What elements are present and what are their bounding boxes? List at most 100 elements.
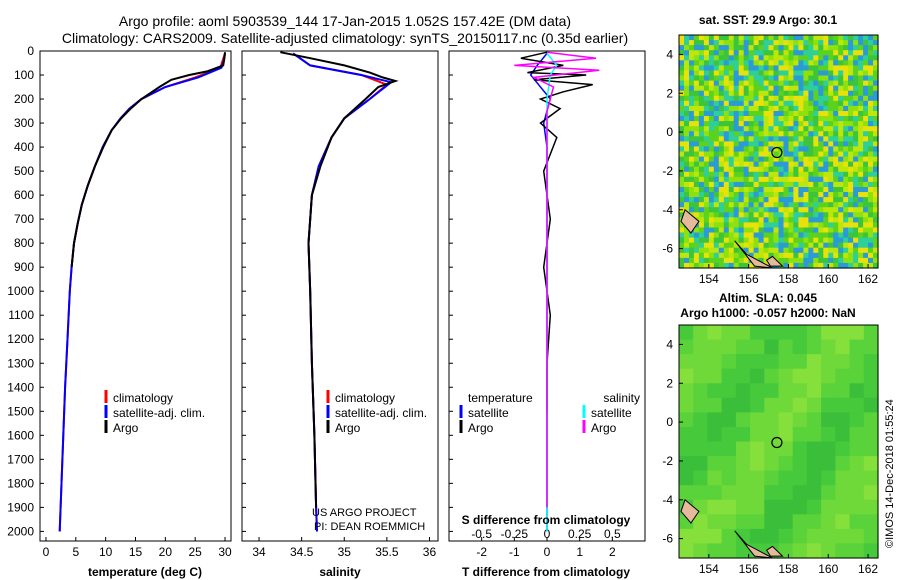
heatmap-cell (693, 212, 700, 218)
heatmap-cell (728, 100, 735, 107)
heatmap-cell (873, 181, 879, 188)
heatmap-cell (689, 151, 695, 158)
heatmap-cell (778, 126, 785, 132)
heatmap-cell (849, 456, 865, 472)
heatmap-cell (684, 187, 690, 193)
heatmap-cell (838, 181, 844, 188)
heatmap-cell (813, 207, 819, 213)
heatmap-cell (783, 252, 790, 259)
heatmap-cell (858, 40, 864, 46)
heatmap-cell (808, 176, 814, 183)
heatmap-cell (698, 85, 705, 92)
heatmap-cell (743, 45, 750, 51)
heatmap-cell (748, 131, 755, 137)
heatmap-cell (768, 227, 775, 234)
heatmap-cell (713, 55, 720, 61)
heatmap-cell (783, 126, 790, 132)
heatmap-cell (679, 85, 685, 92)
heatmap-cell (843, 232, 849, 239)
heatmap-cell (798, 65, 804, 72)
series-argo (70, 52, 226, 268)
depth-tick-label: 200 (14, 92, 34, 106)
heatmap-cell (813, 232, 819, 239)
heatmap-cell (843, 192, 849, 198)
heatmap-cell (763, 105, 770, 112)
heatmap-cell (743, 50, 750, 56)
heatmap-cell (868, 85, 874, 92)
heatmap-cell (679, 202, 685, 208)
heatmap-cell (684, 141, 690, 148)
heatmap-cell (753, 171, 760, 178)
heatmap-cell (743, 141, 750, 148)
depth-tick-label: 1300 (7, 356, 34, 370)
heatmap-cell (723, 105, 730, 112)
heatmap-cell (703, 212, 710, 218)
heatmap-cell (679, 368, 694, 384)
heatmap-cell (838, 75, 844, 82)
heatmap-cell (721, 383, 737, 399)
heatmap-cell (728, 202, 735, 208)
heatmap-cell (758, 192, 765, 198)
heatmap-cell (758, 176, 765, 183)
heatmap-cell (689, 55, 695, 61)
heatmap-cell (783, 141, 790, 148)
heatmap-cell (788, 222, 795, 229)
heatmap-cell (808, 136, 814, 142)
heatmap-cell (768, 156, 775, 163)
heatmap-cell (708, 192, 715, 198)
heatmap-cell (703, 247, 710, 254)
heatmap-cell (833, 212, 839, 218)
heatmap-cell (818, 55, 824, 61)
heatmap-cell (768, 116, 775, 122)
heatmap-cell (838, 70, 844, 77)
heatmap-cell (848, 197, 854, 203)
heatmap-cell (823, 116, 829, 122)
series-satellite-adj-clim- (292, 52, 394, 532)
heatmap-cell (798, 262, 804, 269)
heatmap-cell (848, 55, 854, 61)
heatmap-cell (788, 166, 795, 173)
heatmap-cell (821, 470, 836, 486)
heatmap-cell (848, 121, 854, 127)
heatmap-cell (693, 412, 708, 428)
lat-tick-label: 4 (666, 337, 673, 351)
heatmap-cell (748, 50, 755, 56)
sla-land (680, 498, 784, 559)
heatmap-cell (733, 50, 740, 56)
heatmap-cell (818, 65, 824, 72)
heatmap-cell (843, 70, 849, 77)
heatmap-cell (808, 50, 814, 56)
heatmap-cell (679, 166, 685, 173)
heatmap-cell (843, 262, 849, 269)
heatmap-cell (693, 55, 700, 61)
heatmap-cell (735, 354, 751, 370)
heatmap-cell (838, 197, 844, 203)
legend-satellite: satellite-adj. clim. (113, 406, 205, 420)
x-tick-label: 30 (218, 545, 232, 559)
depth-tick-label: 1000 (7, 284, 34, 298)
heatmap-cell (778, 121, 785, 127)
heatmap-cell (738, 161, 745, 168)
heatmap-cell (858, 126, 864, 132)
heatmap-cell (758, 131, 765, 137)
heatmap-cell (748, 111, 755, 117)
heatmap-cell (863, 45, 869, 51)
series-s-satellite (546, 52, 558, 532)
heatmap-cell (684, 55, 690, 61)
heatmap-cell (863, 151, 869, 158)
heatmap-cell (733, 222, 740, 229)
heatmap-cell (813, 70, 819, 77)
heatmap-cell (848, 100, 854, 107)
heatmap-cell (773, 222, 780, 229)
heatmap-cell (763, 131, 770, 137)
heatmap-cell (721, 514, 737, 530)
heatmap-cell (788, 55, 795, 61)
heatmap-cell (684, 60, 690, 66)
heatmap-cell (698, 90, 705, 97)
heatmap-cell (843, 257, 849, 264)
heatmap-cell (783, 176, 790, 183)
heatmap-cell (713, 40, 720, 46)
heatmap-cell (768, 100, 775, 107)
heatmap-cell (753, 116, 760, 122)
heatmap-cell (768, 197, 775, 203)
